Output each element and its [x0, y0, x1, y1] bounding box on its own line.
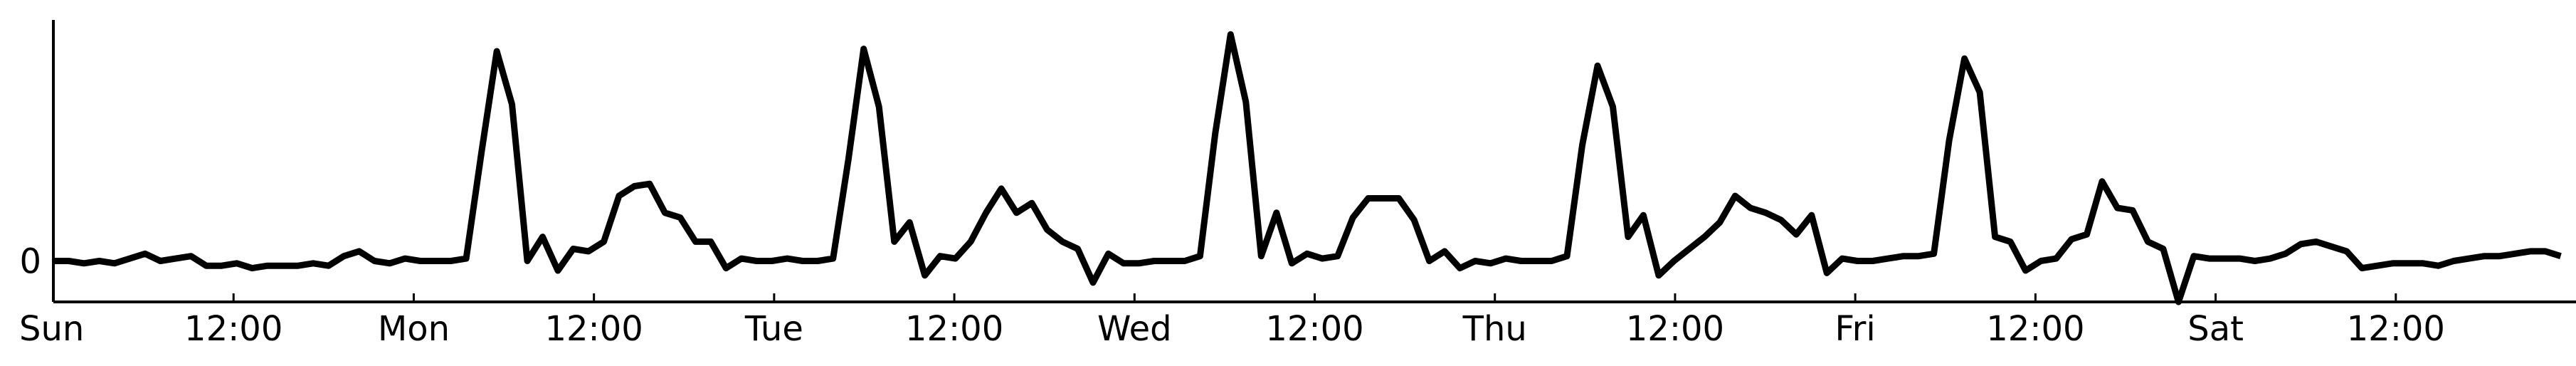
x-tick-label: Fri — [1835, 309, 1876, 349]
x-tick-label: 12:00 — [1265, 309, 1363, 349]
x-tick-label: Sat — [2187, 309, 2244, 349]
x-tick-label: 12:00 — [905, 309, 1003, 349]
plot-area — [53, 31, 2562, 305]
x-tick-label: 12:00 — [184, 309, 283, 349]
x-tick-label: 12:00 — [1986, 309, 2084, 349]
x-tick-label: Sun — [19, 309, 84, 349]
x-tick-label: Mon — [378, 309, 450, 349]
x-tick-label: 12:00 — [1626, 309, 1724, 349]
ticks: Sun 12:00 Mon 12:00 Tue 12:00 Wed 12:00 Thu 12:00… — [19, 241, 2445, 349]
y-tick-label: 0 — [19, 241, 41, 281]
x-tick-label: Wed — [1097, 309, 1172, 349]
x-tick-label: 12:00 — [544, 309, 643, 349]
series-line-0 — [53, 31, 2562, 305]
x-tick-label: Thu — [1462, 309, 1527, 349]
x-tick-label: 12:00 — [2347, 309, 2445, 349]
x-tick-label: Tue — [744, 309, 803, 349]
